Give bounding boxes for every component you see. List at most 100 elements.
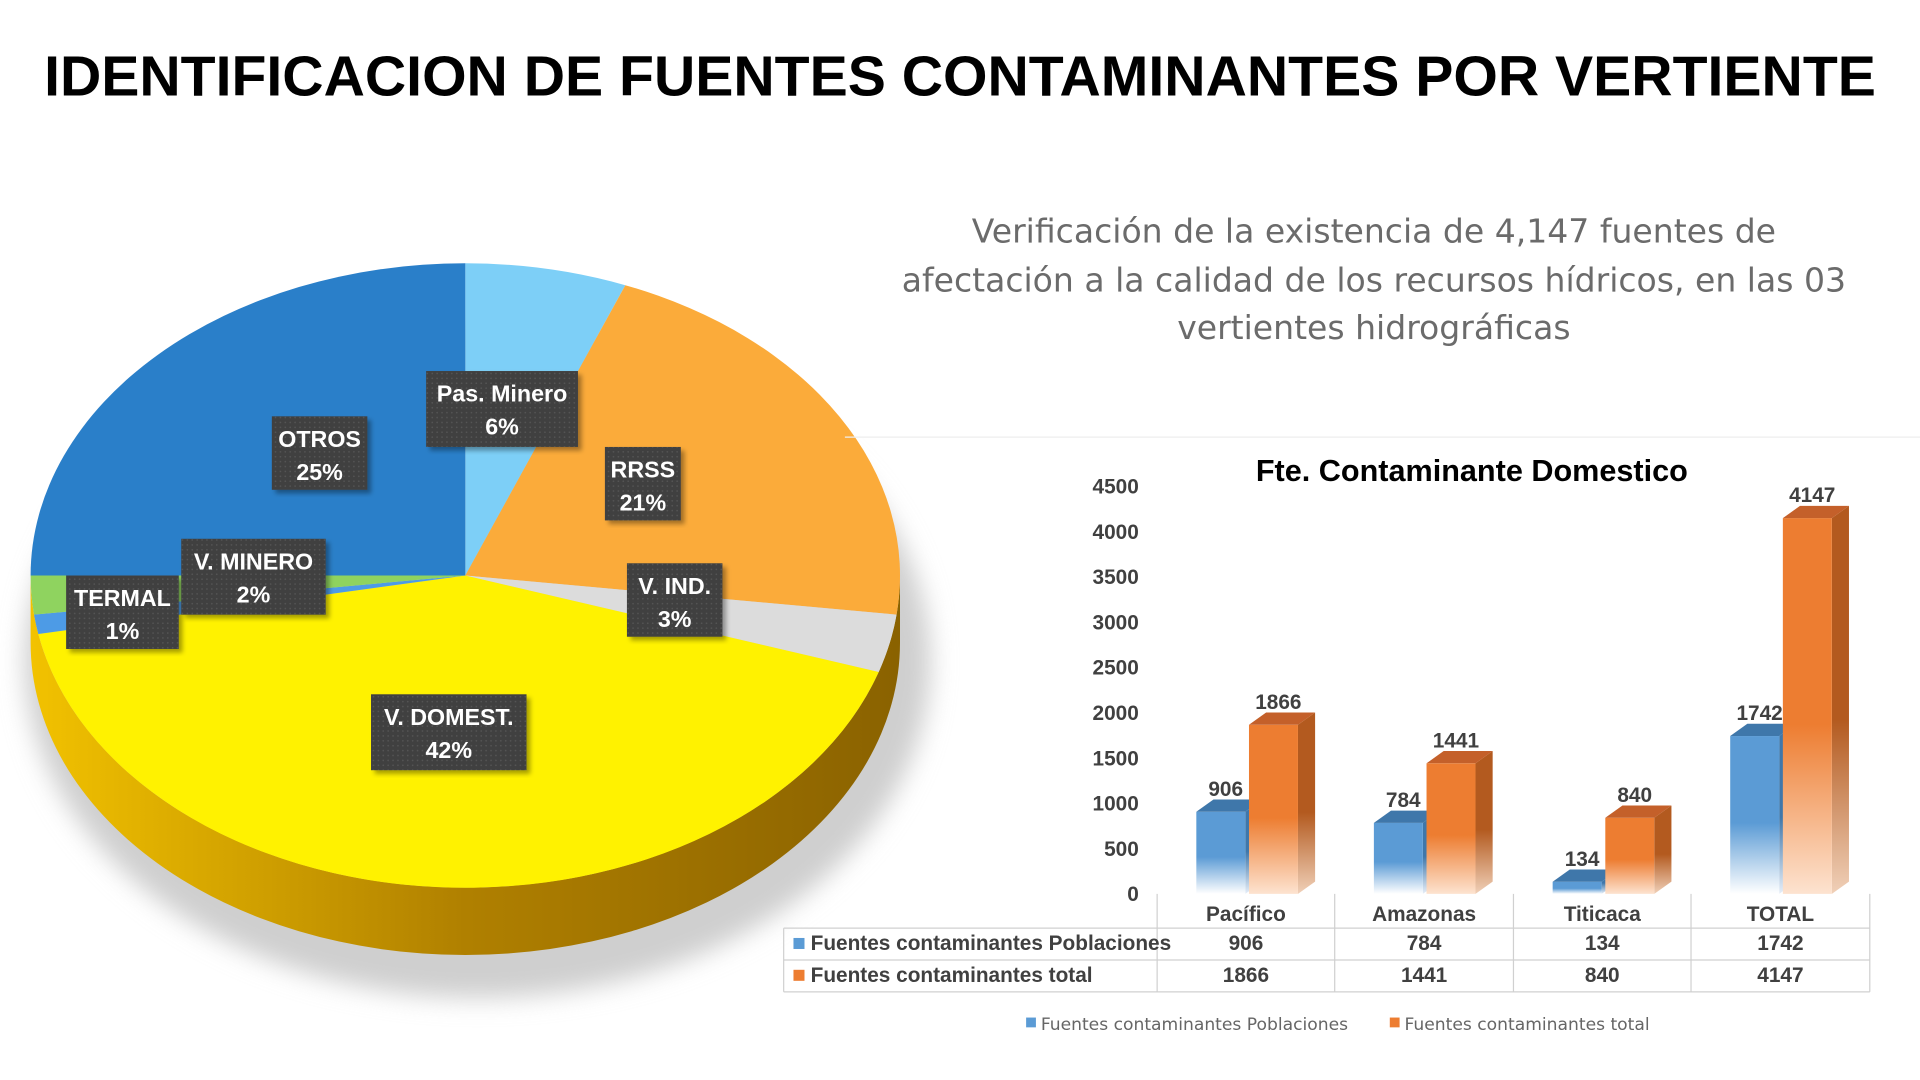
bar	[1248, 712, 1316, 894]
pie-label-percent: 21%	[620, 490, 667, 516]
bar-data-label: 1441	[1433, 729, 1479, 752]
pie-slice	[465, 285, 900, 615]
pie-label-box	[604, 446, 681, 521]
pie-data-label: Pas. Minero 6%	[426, 371, 578, 447]
bar-front	[1782, 518, 1832, 894]
subtitle-line: Verificación de la existencia de 4,147 f…	[972, 211, 1776, 250]
x-category-label: Amazonas	[1372, 903, 1476, 926]
pie-label-percent: 1%	[106, 618, 140, 644]
bar-data-label: 784	[1386, 789, 1421, 812]
bar-top	[1730, 723, 1797, 737]
table-cell: 784	[1407, 932, 1442, 955]
y-tick-label: 1000	[1093, 793, 1139, 816]
bar-chart-title: Fte. Contaminante Domestico	[1256, 454, 1688, 488]
pie-data-label: TERMAL 1%	[66, 575, 179, 649]
y-tick-label: 1500	[1093, 747, 1139, 770]
bar-top	[1426, 751, 1493, 764]
bar	[1605, 805, 1672, 894]
pie-label-name: TERMAL	[74, 585, 171, 611]
bar-front	[1196, 811, 1246, 894]
pie-data-label: RRSS 21%	[604, 446, 681, 521]
y-tick-label: 3000	[1093, 611, 1139, 634]
y-tick-label: 4000	[1093, 521, 1139, 544]
pie-label-percent: 2%	[237, 581, 271, 607]
bar-front	[1426, 763, 1476, 894]
x-category-label: TOTAL	[1747, 903, 1815, 926]
table-cell: 1866	[1223, 964, 1269, 987]
x-category-label: Pacífico	[1206, 903, 1286, 926]
pie-label-box	[66, 575, 179, 649]
bar-front	[1248, 724, 1298, 894]
bar-top	[1248, 712, 1316, 725]
pie-data-label: OTROS 25%	[271, 416, 368, 490]
bar-front	[1605, 817, 1655, 894]
page-title: IDENTIFICACION DE FUENTES CONTAMINANTES …	[44, 45, 1876, 108]
table-cell: 1742	[1757, 932, 1803, 955]
bar-front	[1373, 822, 1423, 894]
bar-top	[1196, 799, 1263, 812]
table-cell: 840	[1585, 964, 1620, 987]
pie-label-percent: 25%	[296, 459, 343, 485]
pie-chart: Pas. Minero 6% RRSS 21% V. IND. 3% V. DOMEST. 4…	[24, 263, 931, 998]
bar	[1426, 751, 1493, 894]
bar-top	[1552, 869, 1619, 882]
pie-label-name: RRSS	[611, 457, 676, 483]
subtitle-line: afectación a la calidad de los recursos …	[902, 260, 1846, 299]
pie-label-percent: 3%	[658, 606, 692, 632]
y-tick-label: 3500	[1093, 566, 1139, 589]
pie-label-name: V. IND.	[638, 573, 711, 599]
pie-label-box	[181, 538, 326, 615]
y-tick-label: 2500	[1093, 657, 1139, 680]
bar-data-label: 1742	[1736, 702, 1782, 725]
bar-data-label: 1866	[1255, 691, 1301, 714]
bar-data-label: 840	[1617, 784, 1652, 807]
pie-label-name: Pas. Minero	[437, 381, 568, 407]
y-tick-label: 2000	[1093, 702, 1139, 725]
pie-label-percent: 6%	[485, 414, 519, 440]
subtitle-line: vertientes hidrográficas	[1177, 308, 1570, 347]
pie-label-box	[271, 416, 368, 490]
bar-chart: Fte. Contaminante Domestico 0 500 1000 1500…	[783, 454, 1871, 1035]
bar-top	[1782, 505, 1849, 519]
table-cell: 1441	[1401, 964, 1447, 987]
pie-label-name: V. MINERO	[194, 548, 313, 574]
bar-data-label: 134	[1565, 848, 1600, 871]
bar	[1782, 505, 1849, 894]
legend-key-icon	[793, 969, 805, 981]
pie-data-label: V. DOMEST. 42%	[371, 694, 527, 771]
x-category-label: Titicaca	[1564, 903, 1642, 926]
pie-slice	[30, 263, 466, 576]
bar-side	[1475, 751, 1493, 894]
y-tick-label: 4500	[1093, 475, 1139, 498]
table-cell: 4147	[1757, 964, 1803, 987]
table-cell: 134	[1585, 932, 1620, 955]
table-series-name: Fuentes contaminantes Poblaciones	[811, 932, 1172, 955]
table-cell: 906	[1229, 932, 1264, 955]
table-series-name: Fuentes contaminantes total	[811, 964, 1093, 987]
y-tick-label: 0	[1127, 883, 1139, 906]
y-tick-label: 500	[1104, 838, 1139, 861]
subtitle: Verificación de la existencia de 4,147 f…	[902, 211, 1846, 347]
legend-label: Fuentes contaminantes Poblaciones	[1041, 1015, 1348, 1035]
pie-side	[30, 575, 901, 955]
pie-label-name: OTROS	[278, 426, 361, 452]
pie-data-label: V. MINERO 2%	[181, 538, 326, 615]
bar-front	[1552, 881, 1602, 894]
bar-top	[1605, 805, 1672, 818]
legend-key-icon	[1389, 1017, 1400, 1028]
bar-data-label: 4147	[1789, 484, 1835, 507]
bar-side	[1297, 712, 1316, 894]
bar-side	[1831, 505, 1849, 894]
pie-label-box	[626, 563, 723, 637]
bar-top	[1373, 810, 1440, 823]
bar-front	[1730, 736, 1780, 894]
legend-key-icon	[1026, 1017, 1036, 1028]
bar-data-label: 906	[1208, 778, 1243, 801]
pie-label-name: V. DOMEST.	[384, 704, 514, 730]
pie-label-percent: 42%	[426, 737, 473, 763]
legend-key-icon	[793, 937, 805, 949]
pie-data-label: V. IND. 3%	[626, 563, 723, 637]
bar-side	[1654, 805, 1672, 894]
legend-label: Fuentes contaminantes total	[1404, 1015, 1649, 1035]
